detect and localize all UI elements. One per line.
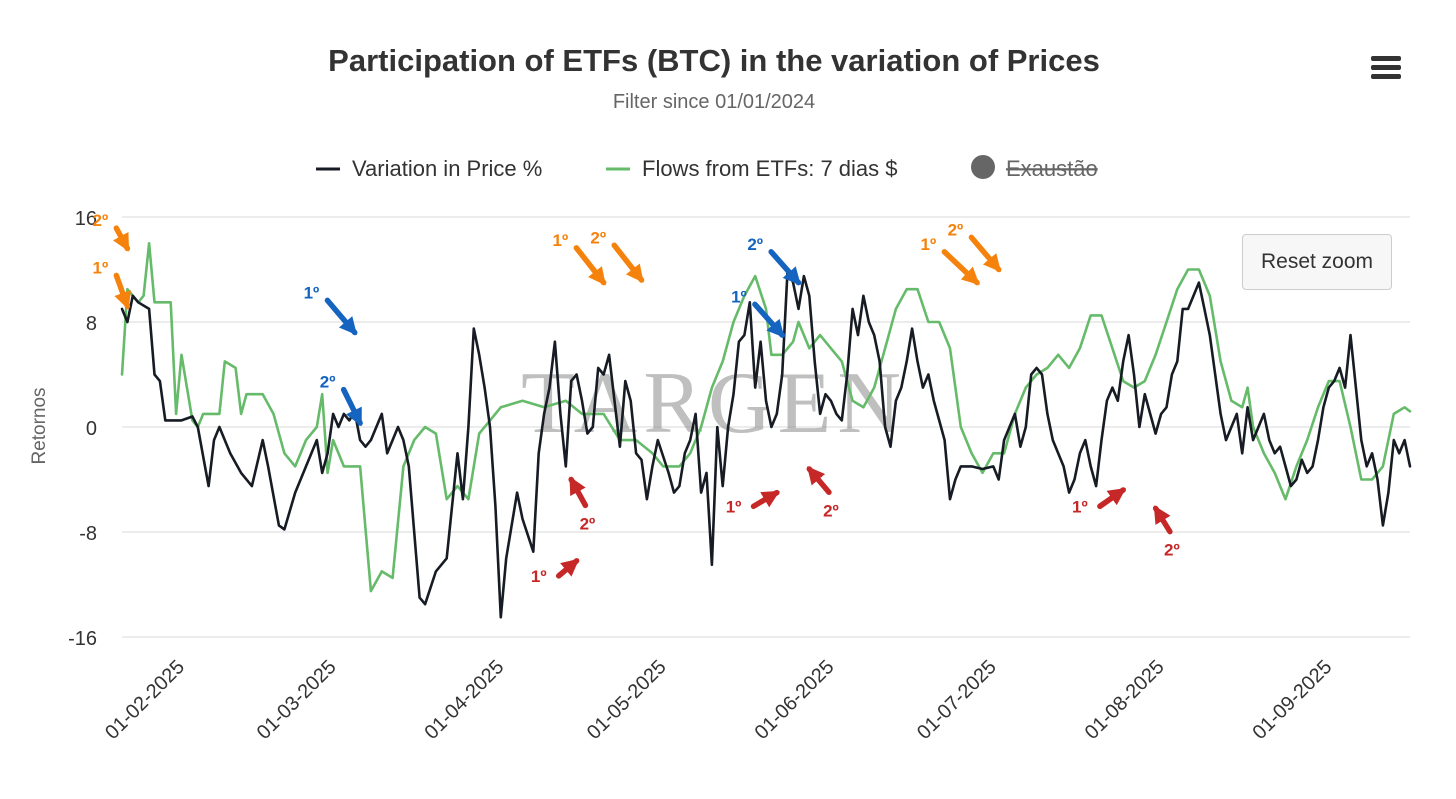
series-line-flows	[120, 242, 1412, 593]
y-axis-label: Retornos	[29, 387, 50, 464]
annotation-arrow	[555, 558, 580, 579]
x-tick-label: 01-02-2025	[101, 656, 189, 744]
chart-subtitle: Filter since 01/01/2024	[613, 91, 815, 113]
annotation-arrow	[1152, 505, 1173, 535]
annotation-arrow	[113, 272, 131, 310]
annotation-arrow	[112, 225, 131, 252]
x-tick-label: 01-04-2025	[420, 656, 508, 744]
annotation-arrow	[611, 242, 645, 283]
annotation-label: 1º	[921, 235, 937, 254]
annotation-arrow	[1097, 487, 1127, 510]
y-tick-labels: -16 -8 0 8 16	[68, 208, 97, 650]
hamburger-menu-icon	[1368, 56, 1404, 79]
legend-circle-exaustao-icon	[971, 155, 995, 179]
x-tick-labels: 01-02-2025 01-03-2025 01-04-2025 01-05-2025…	[101, 656, 1336, 744]
x-tick-label: 01-06-2025	[751, 656, 839, 744]
legend-item-exaustao[interactable]: Exaustão	[971, 155, 1098, 181]
legend-label-price: Variation in Price %	[352, 156, 542, 181]
x-tick-label: 01-07-2025	[913, 656, 1001, 744]
annotation-arrow	[750, 489, 780, 510]
chart-title: Participation of ETFs (BTC) in the varia…	[328, 43, 1100, 78]
annotation-arrow	[573, 245, 607, 286]
annotation-label: 1º	[304, 283, 320, 302]
x-tick-label: 01-05-2025	[583, 656, 671, 744]
annotation-label: 2º	[590, 228, 606, 247]
series-line-price	[120, 268, 1412, 619]
legend-label-exaustao: Exaustão	[1006, 156, 1098, 181]
y-tick-label: 16	[75, 208, 97, 230]
annotation-label: 2º	[580, 514, 596, 533]
annotation-label: 2º	[320, 373, 336, 392]
annotation-arrow	[941, 249, 980, 286]
annotation-arrow	[968, 234, 1002, 273]
legend-item-price[interactable]: Variation in Price %	[316, 156, 542, 181]
annotation-layer: 2º 1º 1º 2º 1º 2º 1º 2º 2º 1º 1º 2º 1º 2º 1º 2º	[93, 211, 1180, 586]
annotation-label: 2º	[948, 220, 964, 239]
x-tick-label: 01-03-2025	[253, 656, 341, 744]
y-tick-label: 0	[86, 418, 97, 440]
annotation-label: 2º	[93, 211, 109, 230]
x-tick-label: 01-08-2025	[1081, 656, 1169, 744]
chart-menu-button[interactable]	[1368, 56, 1404, 88]
annotation-label: 1º	[553, 231, 569, 250]
annotation-label: 1º	[531, 567, 547, 586]
annotation-label: 1º	[1072, 497, 1088, 516]
chart-legend: Variation in Price % Flows from ETFs: 7 …	[316, 155, 1098, 181]
annotation-label: 2º	[823, 501, 839, 520]
y-tick-label: 8	[86, 313, 97, 335]
legend-label-flows: Flows from ETFs: 7 dias $	[642, 156, 898, 181]
annotation-arrow	[324, 297, 358, 336]
annotation-label: 2º	[1164, 541, 1180, 560]
y-tick-label: -16	[68, 628, 97, 650]
annotation-label: 1º	[93, 258, 109, 277]
annotation-label: 2º	[747, 235, 763, 254]
annotation-label: 1º	[731, 287, 747, 306]
annotation-arrow	[568, 476, 589, 509]
reset-zoom-button[interactable]: Reset zoom	[1242, 234, 1392, 290]
x-tick-label: 01-09-2025	[1248, 656, 1336, 744]
watermark-text: TARGEN	[521, 355, 907, 452]
annotation-arrow	[340, 386, 363, 427]
annotation-arrow	[768, 249, 802, 286]
y-tick-label: -8	[79, 523, 97, 545]
annotation-arrow	[752, 301, 785, 338]
annotation-label: 1º	[726, 497, 742, 516]
annotation-arrow	[806, 466, 832, 495]
y-gridlines	[122, 216, 1410, 638]
series-layer	[120, 242, 1412, 619]
legend-item-flows[interactable]: Flows from ETFs: 7 dias $	[606, 156, 898, 181]
